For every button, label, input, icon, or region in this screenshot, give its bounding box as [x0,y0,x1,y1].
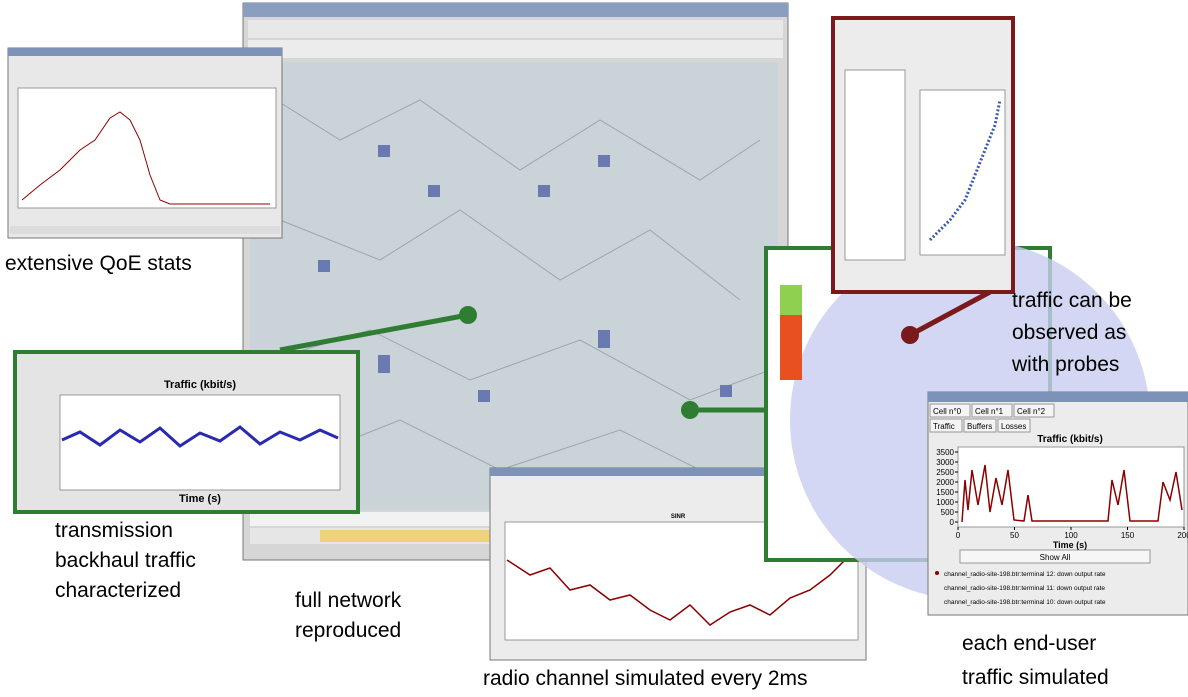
qoe-window [8,48,282,238]
chart-title: Traffic (kbit/s) [1037,434,1103,445]
y-tick-label: 2000 [936,478,954,487]
legend-entry: channel_radio-site-198.btr:terminal 12: … [944,571,1106,578]
tab-label: Cell n°1 [975,407,1004,416]
subtab-label: Traffic [933,422,955,431]
y-tick-label: 1500 [936,488,954,497]
y-tick-label: 500 [941,508,955,517]
tab-label: Cell n°2 [1017,407,1046,416]
chart-title: SINR [671,514,686,520]
caption: reproduced [295,619,401,642]
probe-window [833,18,1013,292]
x-tick-label: 50 [1010,531,1019,540]
caption: each end-user [962,632,1096,655]
caption: extensive QoE stats [5,252,192,275]
legend-entry: channel_radio-site-198.btr:terminal 10: … [944,599,1106,606]
caption: transmission [55,519,173,542]
chart-title: Traffic (kbit/s) [164,379,236,391]
subtab-label: Losses [1001,422,1026,431]
caption: traffic can be [1012,289,1132,312]
caption: characterized [55,579,181,602]
y-tick-label: 2500 [936,468,954,477]
backhaul-window [15,352,358,512]
axis-label: Time (s) [179,493,221,505]
caption: full network [295,589,402,612]
caption: observed as [1012,321,1126,344]
page: extensive QoE stats transmission backhaul … [0,0,1188,697]
y-tick-label: 1000 [936,498,954,507]
y-tick-label: 3000 [936,458,954,467]
caption: traffic simulated [962,666,1109,689]
x-tick-label: 100 [1064,531,1078,540]
x-tick-label: 0 [956,531,961,540]
caption: radio channel simulated every 2ms [483,667,808,690]
tab-label: Cell n°0 [933,407,962,416]
collage: extensive QoE stats transmission backhaul … [0,0,1188,697]
axis-label: Time (s) [1053,540,1087,550]
subtab-label: Buffers [967,422,992,431]
y-tick-label: 0 [950,518,955,527]
legend-entry: channel_radio-site-198.btr:terminal 11: … [944,585,1105,592]
y-tick-label: 3500 [936,448,954,457]
caption: with probes [1011,353,1119,376]
show-all-button[interactable]: Show All [1040,553,1071,562]
x-tick-label: 150 [1121,531,1135,540]
legend-dot [935,571,939,575]
caption: backhaul traffic [55,549,196,572]
x-tick-label: 200 [1177,531,1188,540]
